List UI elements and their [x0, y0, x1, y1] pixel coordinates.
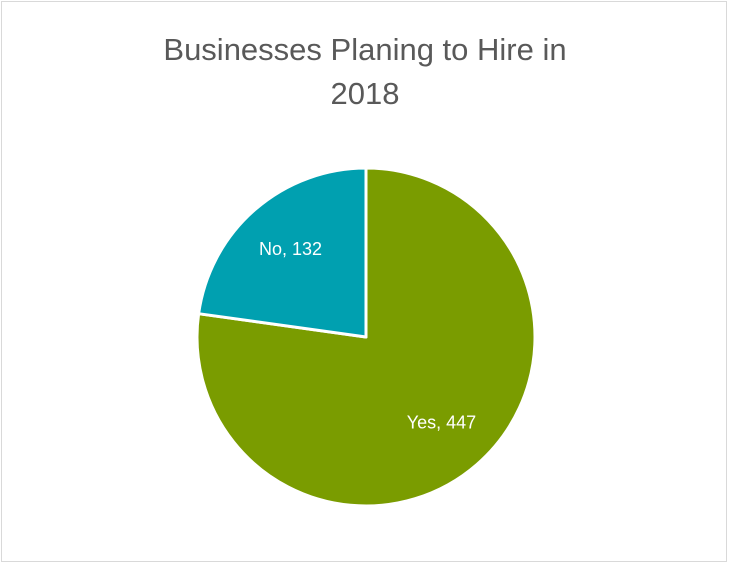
- data-label-yes: Yes, 447: [407, 412, 476, 432]
- chart-title-line-2: 2018: [330, 76, 400, 111]
- data-label-no: No, 132: [259, 239, 322, 259]
- chart-title: Businesses Planing to Hire in 2018: [0, 28, 730, 116]
- pie-slices: [195, 166, 537, 508]
- pie-slice-yes: [195, 166, 537, 508]
- pie-labels: Yes, 447 No, 132: [259, 239, 476, 432]
- chart-title-line-1: Businesses Planing to Hire in: [163, 32, 567, 67]
- pie-slice-no: [197, 166, 368, 339]
